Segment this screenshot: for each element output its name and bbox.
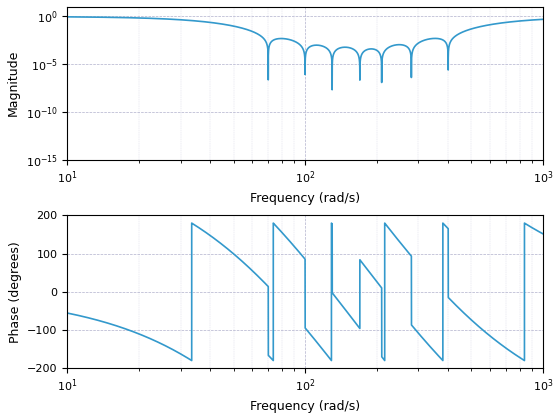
Y-axis label: Phase (degrees): Phase (degrees) <box>8 241 22 343</box>
Y-axis label: Magnitude: Magnitude <box>7 50 20 116</box>
X-axis label: Frequency (rad/s): Frequency (rad/s) <box>250 192 360 205</box>
X-axis label: Frequency (rad/s): Frequency (rad/s) <box>250 400 360 413</box>
